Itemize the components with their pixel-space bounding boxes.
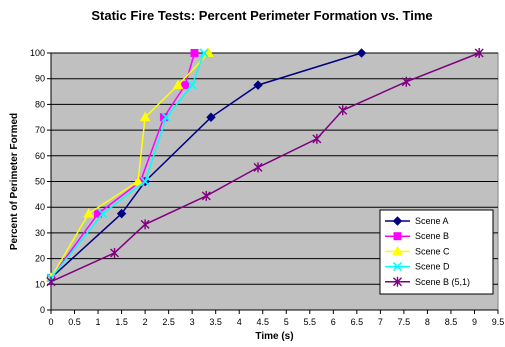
legend-label: Scene C: [415, 246, 450, 256]
x-tick-label: 2.5: [162, 317, 175, 327]
x-tick-label: 6.5: [351, 317, 364, 327]
data-point: [312, 133, 322, 144]
data-point: [474, 48, 484, 58]
y-tick-label: 20: [35, 254, 45, 264]
data-point: [392, 216, 403, 226]
data-point: [159, 113, 168, 122]
series-layer: [45, 47, 484, 287]
data-point: [401, 76, 411, 87]
x-tick-label: 3.5: [209, 317, 222, 327]
series-line: [50, 52, 362, 279]
y-tick-label: 50: [35, 177, 45, 187]
data-point: [338, 105, 348, 116]
series-line: [50, 52, 196, 279]
x-tick-label: 3: [190, 317, 195, 327]
data-point: [187, 80, 197, 90]
data-point: [140, 219, 150, 230]
y-tick-label: 60: [35, 151, 45, 161]
data-point: [253, 80, 263, 90]
data-point: [181, 81, 190, 90]
x-tick-label: 1: [96, 317, 101, 327]
series-scene-b-5-1: [46, 48, 484, 287]
legend-label: Scene B: [415, 231, 449, 241]
data-point: [94, 209, 103, 218]
data-point: [83, 208, 94, 218]
data-point: [98, 209, 108, 219]
y-tick-label: 30: [35, 228, 45, 238]
ticks: 0 10 20 30 40 50 60 70 80 90 100 0 0.5 1 1.5 2 2.5 3 3.5 4 4…: [30, 48, 504, 327]
series-line: [50, 52, 205, 279]
data-point: [356, 48, 367, 58]
x-tick-label: 8.5: [445, 317, 458, 327]
data-point: [201, 190, 211, 201]
x-tick-label: 8: [425, 317, 430, 327]
x-tick-label: 4: [237, 317, 242, 327]
data-point: [172, 79, 184, 90]
data-point: [110, 247, 120, 258]
x-tick-label: 1.5: [115, 317, 128, 327]
data-point: [392, 245, 403, 256]
x-tick-label: 9: [472, 317, 477, 327]
x-axis-label: Time (s): [255, 331, 293, 342]
x-tick-label: 7.5: [398, 317, 411, 327]
legend-label: Scene B (5,1): [415, 277, 470, 287]
x-tick-label: 5.5: [304, 317, 317, 327]
x-tick-label: 0.5: [68, 317, 81, 327]
data-point: [139, 111, 151, 122]
y-tick-label: 100: [30, 48, 45, 58]
data-point: [206, 112, 216, 122]
y-tick-label: 0: [40, 305, 45, 315]
x-tick-label: 0: [48, 317, 53, 327]
data-point: [132, 175, 144, 186]
data-point: [46, 276, 56, 287]
y-tick-label: 80: [35, 99, 45, 109]
x-tick-label: 7: [378, 317, 383, 327]
series-line: [50, 52, 210, 279]
data-point: [253, 162, 263, 173]
data-point: [393, 276, 402, 287]
legend-label: Scene D: [415, 262, 450, 272]
data-point: [199, 48, 209, 58]
series-scene-d: [46, 48, 209, 283]
y-tick-label: 10: [35, 279, 45, 289]
chart-title: Static Fire Tests: Percent Perimeter For…: [91, 8, 432, 23]
data-point: [392, 262, 403, 272]
legend-item: Scene C: [385, 245, 450, 256]
legend: Scene A Scene B Scene C Scene D Scene B (5,1…: [379, 209, 494, 295]
x-tick-label: 2: [143, 317, 148, 327]
x-tick-label: 4.5: [256, 317, 269, 327]
x-tick-label: 6: [331, 317, 336, 327]
y-tick-label: 40: [35, 202, 45, 212]
legend-item: Scene D: [385, 262, 450, 272]
x-tick-label: 9.5: [492, 317, 505, 327]
data-point: [116, 208, 127, 219]
y-tick-label: 70: [35, 125, 45, 135]
data-point: [161, 112, 171, 122]
data-point: [393, 232, 402, 241]
legend-item: Scene B (5,1): [385, 277, 470, 287]
legend-label: Scene A: [415, 216, 449, 226]
legend-item: Scene B: [385, 231, 449, 241]
x-tick-label: 5: [284, 317, 289, 327]
data-point: [190, 49, 199, 57]
data-point: [140, 176, 150, 187]
y-tick-label: 90: [35, 74, 45, 84]
y-axis-label: Percent of Perimeter Formed: [9, 113, 20, 250]
legend-item: Scene A: [385, 216, 449, 226]
